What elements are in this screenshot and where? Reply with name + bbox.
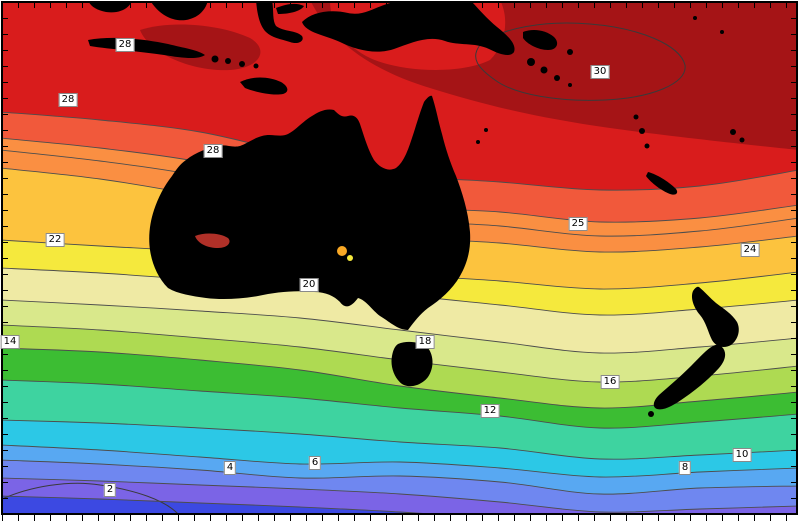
inland-lakes-group: [195, 233, 353, 261]
inland-lake-eyre: [337, 246, 347, 256]
inland-lake-small: [347, 255, 353, 261]
solomon-island-4: [568, 83, 572, 87]
vanuatu-island-3: [644, 143, 650, 149]
contour-line-10: [2, 419, 797, 460]
contour-label: 28: [58, 93, 78, 107]
contour-line-2: [2, 495, 438, 514]
bougainville-island: [567, 49, 573, 55]
vanuatu-island-1: [633, 114, 639, 120]
contour-label: 10: [732, 448, 752, 462]
contour-label: 20: [299, 278, 319, 292]
map-frame: [1, 1, 798, 515]
contour-label: 28: [203, 144, 223, 158]
new-britain-island: [523, 29, 558, 50]
contour-line-18: [2, 299, 797, 354]
contour-label: 16: [600, 375, 620, 389]
sst-band-gt30-core: [475, 22, 686, 101]
sulawesi-island: [256, 2, 303, 44]
contour-label: 30: [590, 65, 610, 79]
contour-label: 6: [308, 456, 322, 470]
contour-line-4: [2, 477, 797, 513]
contour-line-6: [2, 459, 797, 495]
sst-band-lt2-core: [2, 482, 179, 514]
contour-line-8: [2, 444, 797, 478]
coral-sea-islet-2: [484, 128, 488, 132]
stewart-island: [648, 411, 654, 417]
new-guinea-landmass: [302, 2, 515, 56]
nz-south-island: [653, 344, 726, 410]
contour-label: 18: [415, 335, 435, 349]
lombok-island: [211, 55, 219, 63]
fiji-island-2: [739, 137, 745, 143]
pacific-islet-2: [720, 30, 724, 34]
solomon-island-1: [527, 58, 535, 66]
contour-label: 4: [223, 461, 237, 475]
contour-line-12: [2, 379, 797, 429]
new-caledonia-island: [646, 172, 678, 195]
contour-label: 22: [45, 233, 65, 247]
tasmania-landmass: [391, 341, 433, 387]
coral-sea-islet-1: [476, 140, 480, 144]
solomon-island-2: [540, 66, 548, 74]
sumbawa-island: [225, 58, 231, 64]
sumba-island: [253, 63, 259, 69]
contour-label: 12: [480, 404, 500, 418]
inland-lake-west: [195, 233, 230, 248]
flores-island: [239, 61, 245, 67]
contour-label: 8: [678, 461, 692, 475]
sst-band-gt30-west: [140, 24, 261, 71]
contour-label: 24: [740, 243, 760, 257]
solomon-island-3: [554, 75, 560, 81]
contour-label: 2: [103, 483, 117, 497]
timor-island: [240, 77, 288, 95]
fiji-island-1: [730, 129, 736, 135]
landmasses-group: [88, 2, 745, 417]
sst-band-lt2: [2, 496, 432, 514]
australia-landmass: [149, 95, 471, 330]
contour-label: 28: [115, 38, 135, 52]
pacific-islet-1: [693, 16, 697, 20]
nz-north-island: [691, 286, 739, 348]
vanuatu-island-2: [639, 128, 645, 134]
contour-label: 14: [0, 335, 20, 349]
contour-label: 25: [568, 217, 588, 231]
